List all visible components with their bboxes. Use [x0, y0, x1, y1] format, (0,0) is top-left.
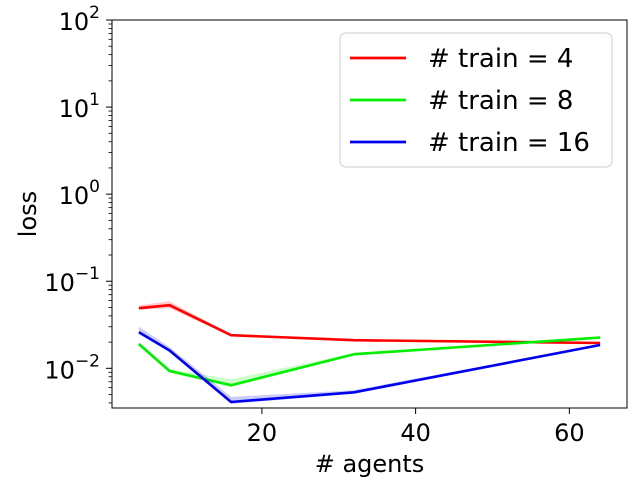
y-tick-label: 100 — [59, 177, 100, 210]
y-axis-label: loss — [14, 191, 42, 237]
y-tick-label: 10−1 — [44, 264, 100, 297]
plot-area — [138, 301, 601, 404]
axes: 20 40 60 10−2 10−1 100 101 102 — [44, 3, 628, 447]
legend-label-1: # train = 4 — [428, 44, 573, 74]
legend: # train = 4 # train = 8 # train = 16 — [339, 32, 613, 168]
series-band-2 — [138, 336, 601, 387]
x-tick-label: 20 — [247, 419, 278, 447]
x-tick-label: 60 — [554, 419, 585, 447]
y-tick-label: 102 — [59, 3, 100, 36]
series-line-1 — [138, 303, 601, 345]
y-tick-label: 101 — [59, 90, 100, 123]
series-band-3 — [138, 326, 601, 404]
series-line-2 — [138, 336, 601, 387]
x-tick-label: 40 — [400, 419, 431, 447]
legend-label-3: # train = 16 — [428, 128, 590, 158]
legend-label-2: # train = 8 — [428, 86, 573, 116]
plot-frame — [111, 19, 628, 409]
series-line-3 — [138, 331, 601, 404]
x-axis-label: # agents — [315, 450, 425, 478]
y-tick-label: 10−2 — [44, 351, 100, 384]
legend-box — [339, 32, 613, 168]
